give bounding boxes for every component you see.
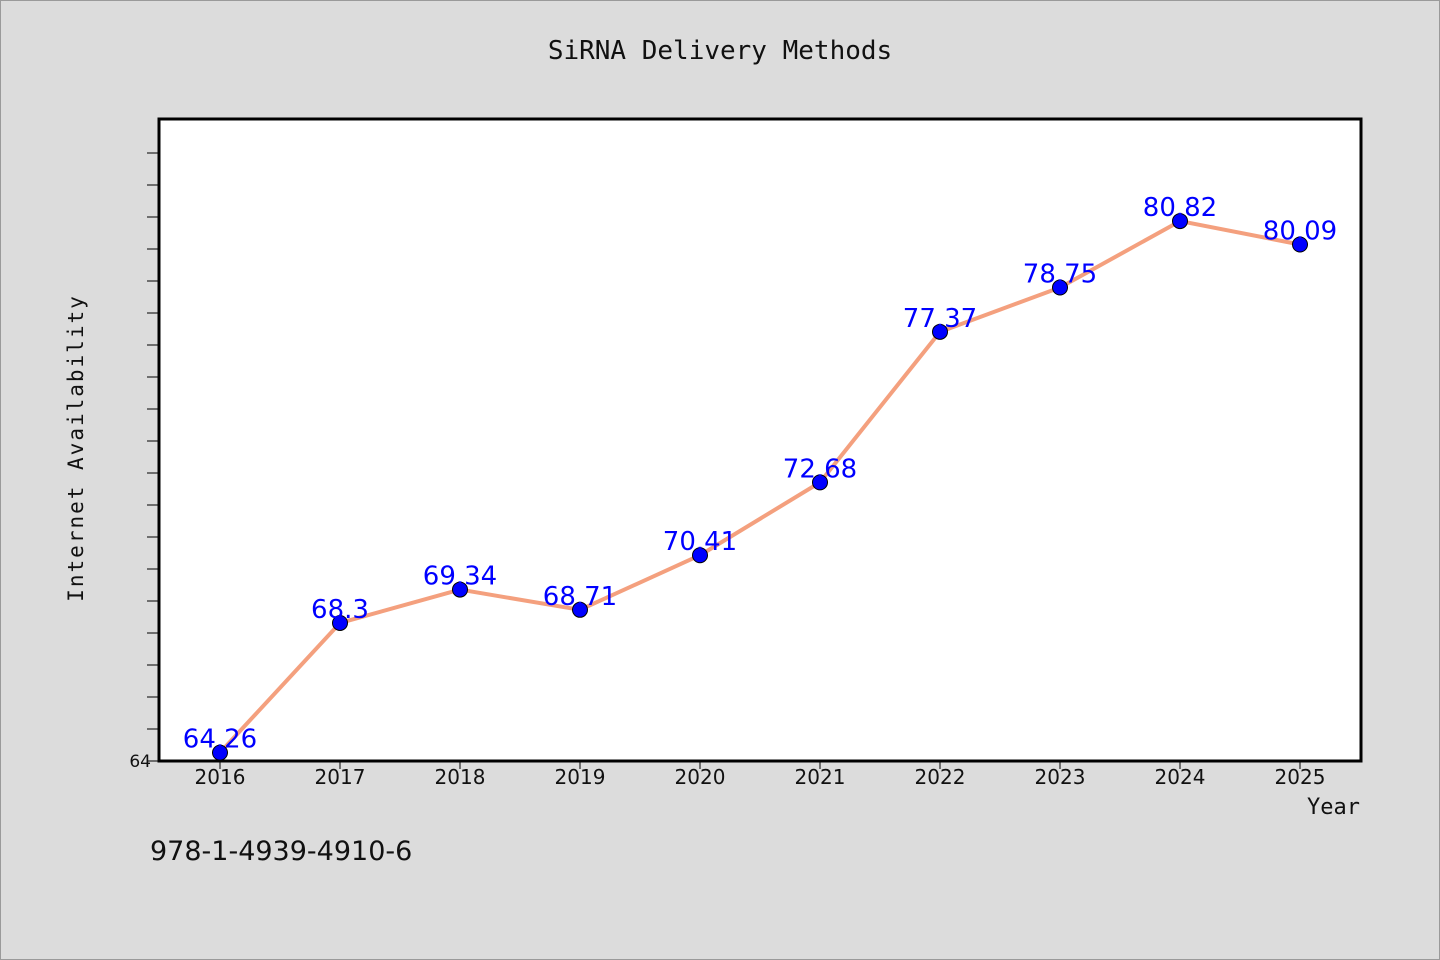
data-label: 70.41 — [663, 527, 737, 557]
x-axis-label: Year — [1307, 795, 1360, 820]
data-label: 80.09 — [1263, 217, 1337, 247]
data-point — [1292, 236, 1308, 253]
data-label: 69.34 — [423, 562, 497, 592]
data-point — [932, 323, 948, 340]
data-label: 80.82 — [1143, 193, 1217, 223]
data-point — [1052, 279, 1068, 296]
x-tick-label: 2021 — [795, 765, 846, 789]
data-label: 77.37 — [903, 304, 977, 334]
footer-code: 978-1-4939-4910-6 — [150, 836, 413, 867]
data-point — [812, 474, 828, 491]
x-tick-label: 2020 — [675, 765, 726, 789]
x-tick-label: 2017 — [315, 765, 366, 789]
data-point — [212, 744, 228, 761]
y-tick-label: 64 — [129, 752, 151, 772]
plot-border — [157, 117, 1363, 763]
series-line — [218, 219, 1302, 755]
data-point — [572, 601, 588, 618]
x-tick-label: 2016 — [195, 765, 246, 789]
data-point — [1172, 213, 1188, 230]
x-tick-label: 2025 — [1275, 765, 1326, 789]
x-tick-label: 2019 — [555, 765, 606, 789]
data-label: 78.75 — [1023, 260, 1097, 290]
data-point — [452, 581, 468, 598]
data-label: 72.68 — [783, 454, 857, 484]
chart-title: SiRNA Delivery Methods — [547, 36, 893, 66]
data-point — [692, 547, 708, 564]
data-point — [332, 614, 348, 631]
x-tick-label: 2022 — [915, 765, 966, 789]
data-label: 64.26 — [183, 725, 257, 755]
plot-area — [159, 119, 1361, 761]
x-tick-label: 2018 — [435, 765, 486, 789]
data-label: 68.71 — [543, 582, 617, 612]
data-label: 68.3 — [311, 595, 369, 625]
x-tick-label: 2024 — [1155, 765, 1206, 789]
x-tick-label: 2023 — [1035, 765, 1086, 789]
